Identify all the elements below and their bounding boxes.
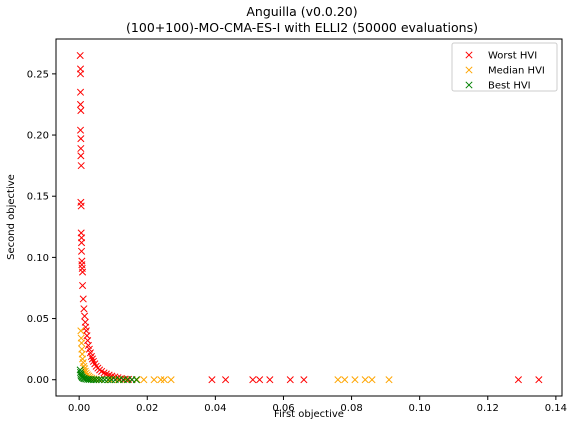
x-axis-ticks: 0.00 0.02 0.04 0.06 0.08 0.10 0.12 0.14 [68,396,567,414]
data-point [286,376,294,384]
data-point [95,376,103,384]
data-point [361,376,369,384]
legend-label: Median HVI [488,66,545,77]
data-point [77,239,86,247]
data-point [101,376,109,384]
data-point [535,376,543,384]
data-point [385,376,393,384]
legend-entry: Worst HVI [465,51,537,62]
data-point [76,126,85,134]
data-point [368,376,376,384]
legend-label: Worst HVI [488,51,537,62]
series-median-hvi [77,327,393,384]
data-point [76,100,85,109]
y-tick-label: 0.00 [27,375,49,386]
x-tick-label: 0.12 [477,403,499,414]
data-point [90,376,98,384]
legend-entry: Best HVI [465,81,531,92]
y-tick-label: 0.25 [27,69,49,80]
data-point [76,88,85,96]
data-point [160,376,168,384]
data-point [167,376,175,384]
data-point [77,135,85,143]
legend-marker [465,66,473,74]
y-tick-label: 0.05 [27,314,49,325]
legend-label: Best HVI [488,81,531,92]
x-tick-label: 0.08 [340,403,362,414]
data-point [87,352,95,361]
data-point [514,376,522,384]
data-point [132,376,140,384]
data-point [341,376,349,384]
data-point [256,376,264,384]
data-point [77,107,85,115]
series-best-hvi [76,366,140,384]
data-point [77,202,85,210]
legend-box [451,42,558,92]
x-tick-label: 0.02 [136,403,158,414]
x-tick-label: 0.00 [68,403,90,414]
data-point [79,281,87,290]
y-tick-label: 0.20 [27,131,49,142]
data-point [104,376,112,384]
x-tick-label: 0.06 [272,403,294,414]
y-tick-label: 0.15 [27,192,49,203]
chart-subtitle: (100+100)-MO-CMA-ES-I with ELLI2 (50000 … [126,20,478,35]
x-tick-label: 0.14 [545,403,567,414]
data-points [76,51,543,384]
data-point [150,376,158,384]
data-point [77,144,85,153]
chart-title: Anguilla (v0.0.20) [246,4,357,19]
data-point [249,376,257,384]
data-point [208,376,216,384]
legend-marker [465,81,473,89]
data-point [81,312,89,320]
data-point [98,376,106,384]
data-point [140,376,148,384]
data-point [114,376,122,384]
data-point [351,376,359,384]
data-point [77,162,85,170]
data-point [300,376,308,384]
y-tick-label: 0.10 [27,253,49,264]
legend-entry: Median HVI [465,66,545,77]
data-point [76,70,85,78]
legend-entries: Worst HVI Median HVI Best HVI [465,51,545,92]
data-point [157,376,165,384]
x-axis-label: First objective [274,409,344,420]
data-point [222,376,230,384]
y-axis-label: Second objective [6,174,17,260]
data-point [88,355,96,363]
legend: Worst HVI Median HVI Best HVI [451,42,558,92]
data-point [77,247,86,255]
x-tick-label: 0.10 [409,403,431,414]
data-point [77,152,85,160]
data-point [100,369,108,377]
data-point [80,305,88,313]
plot-area [55,38,563,397]
data-point [92,376,100,384]
data-point [77,339,86,347]
data-point [79,268,87,276]
data-point [77,327,85,335]
series-worst-hvi [76,51,543,384]
data-point [79,295,87,303]
y-axis-ticks: 0.00 0.05 0.10 0.15 0.20 0.25 [27,69,56,386]
data-point [106,376,114,384]
legend-marker [465,51,473,59]
data-point [334,376,342,384]
data-point [76,51,84,60]
x-tick-label: 0.04 [204,403,226,414]
data-point [266,376,274,384]
